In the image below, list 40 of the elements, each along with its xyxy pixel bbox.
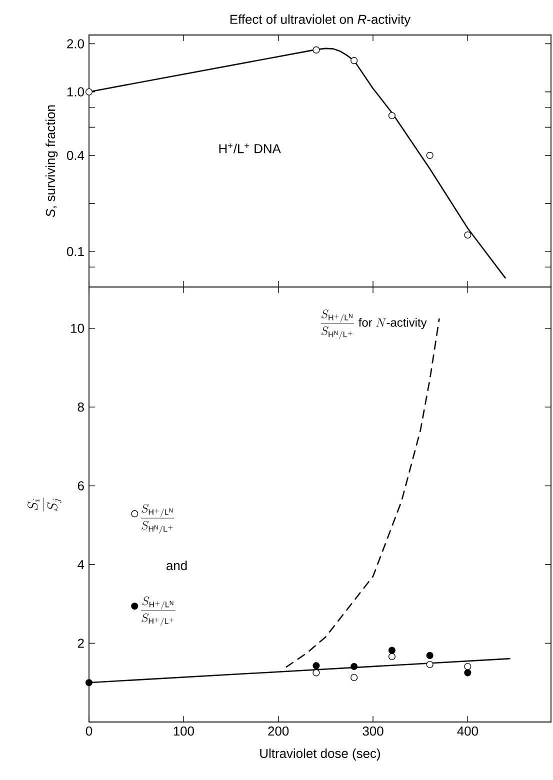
y-tick-label: 1.0 xyxy=(67,87,84,96)
point xyxy=(85,679,93,686)
point xyxy=(312,662,320,670)
point xyxy=(388,646,396,654)
y-tick-label: 2 xyxy=(78,638,84,648)
point xyxy=(85,88,93,96)
y-tick-label: 6 xyxy=(78,481,84,490)
point xyxy=(426,152,434,159)
y-axis-title: $\frac{S_i}{S_j}$ xyxy=(28,498,62,512)
point xyxy=(312,46,320,54)
point xyxy=(350,662,358,670)
legend-label: $\frac{S_{\mathrm{H^+/L^N}}}{S_{\mathrm{H^N/L^+}}}$ xyxy=(141,504,174,534)
point xyxy=(426,652,434,659)
point xyxy=(388,653,396,660)
y-tick-label: 0.1 xyxy=(66,246,84,256)
y-axis-title: S, surviving fraction xyxy=(46,105,58,218)
series-label: $\frac{S_{\mathrm{H^+/L^N}}}{S_{\mathrm{H^N/L^+}}}\ \mbox{for }N\mbox{-activity}$ xyxy=(320,310,427,340)
x-tick-label: 300 xyxy=(362,726,384,736)
annotation: H$^{+}$/L$^{+}$ DNA xyxy=(219,144,281,154)
x-tick-label: 400 xyxy=(457,726,478,736)
point xyxy=(312,669,320,676)
chart-title: Effect of ultraviolet on R-activity xyxy=(230,14,411,26)
legend-label: $\frac{S_{\mathrm{H^+/L^N}}}{S_{\mathrm{H^+/L^+}}}$ xyxy=(141,596,176,626)
x-tick-label: 100 xyxy=(174,726,194,736)
point xyxy=(464,662,472,670)
y-tick-label: 4 xyxy=(78,560,84,569)
point xyxy=(464,669,472,676)
annotation: and xyxy=(166,560,187,570)
y-tick-label: 2.0 xyxy=(67,39,84,48)
point xyxy=(388,112,396,120)
x-tick-label: 0 xyxy=(86,726,92,736)
point xyxy=(426,660,434,668)
x-axis-title: Ultraviolet dose (sec) xyxy=(260,748,380,761)
y-tick-label: 10 xyxy=(71,324,84,333)
point xyxy=(350,674,358,682)
x-tick-label: 200 xyxy=(268,726,289,736)
y-tick-label: 8 xyxy=(78,402,84,412)
point xyxy=(464,231,472,239)
y-tick-label: 0.4 xyxy=(66,150,84,160)
point xyxy=(350,57,358,64)
